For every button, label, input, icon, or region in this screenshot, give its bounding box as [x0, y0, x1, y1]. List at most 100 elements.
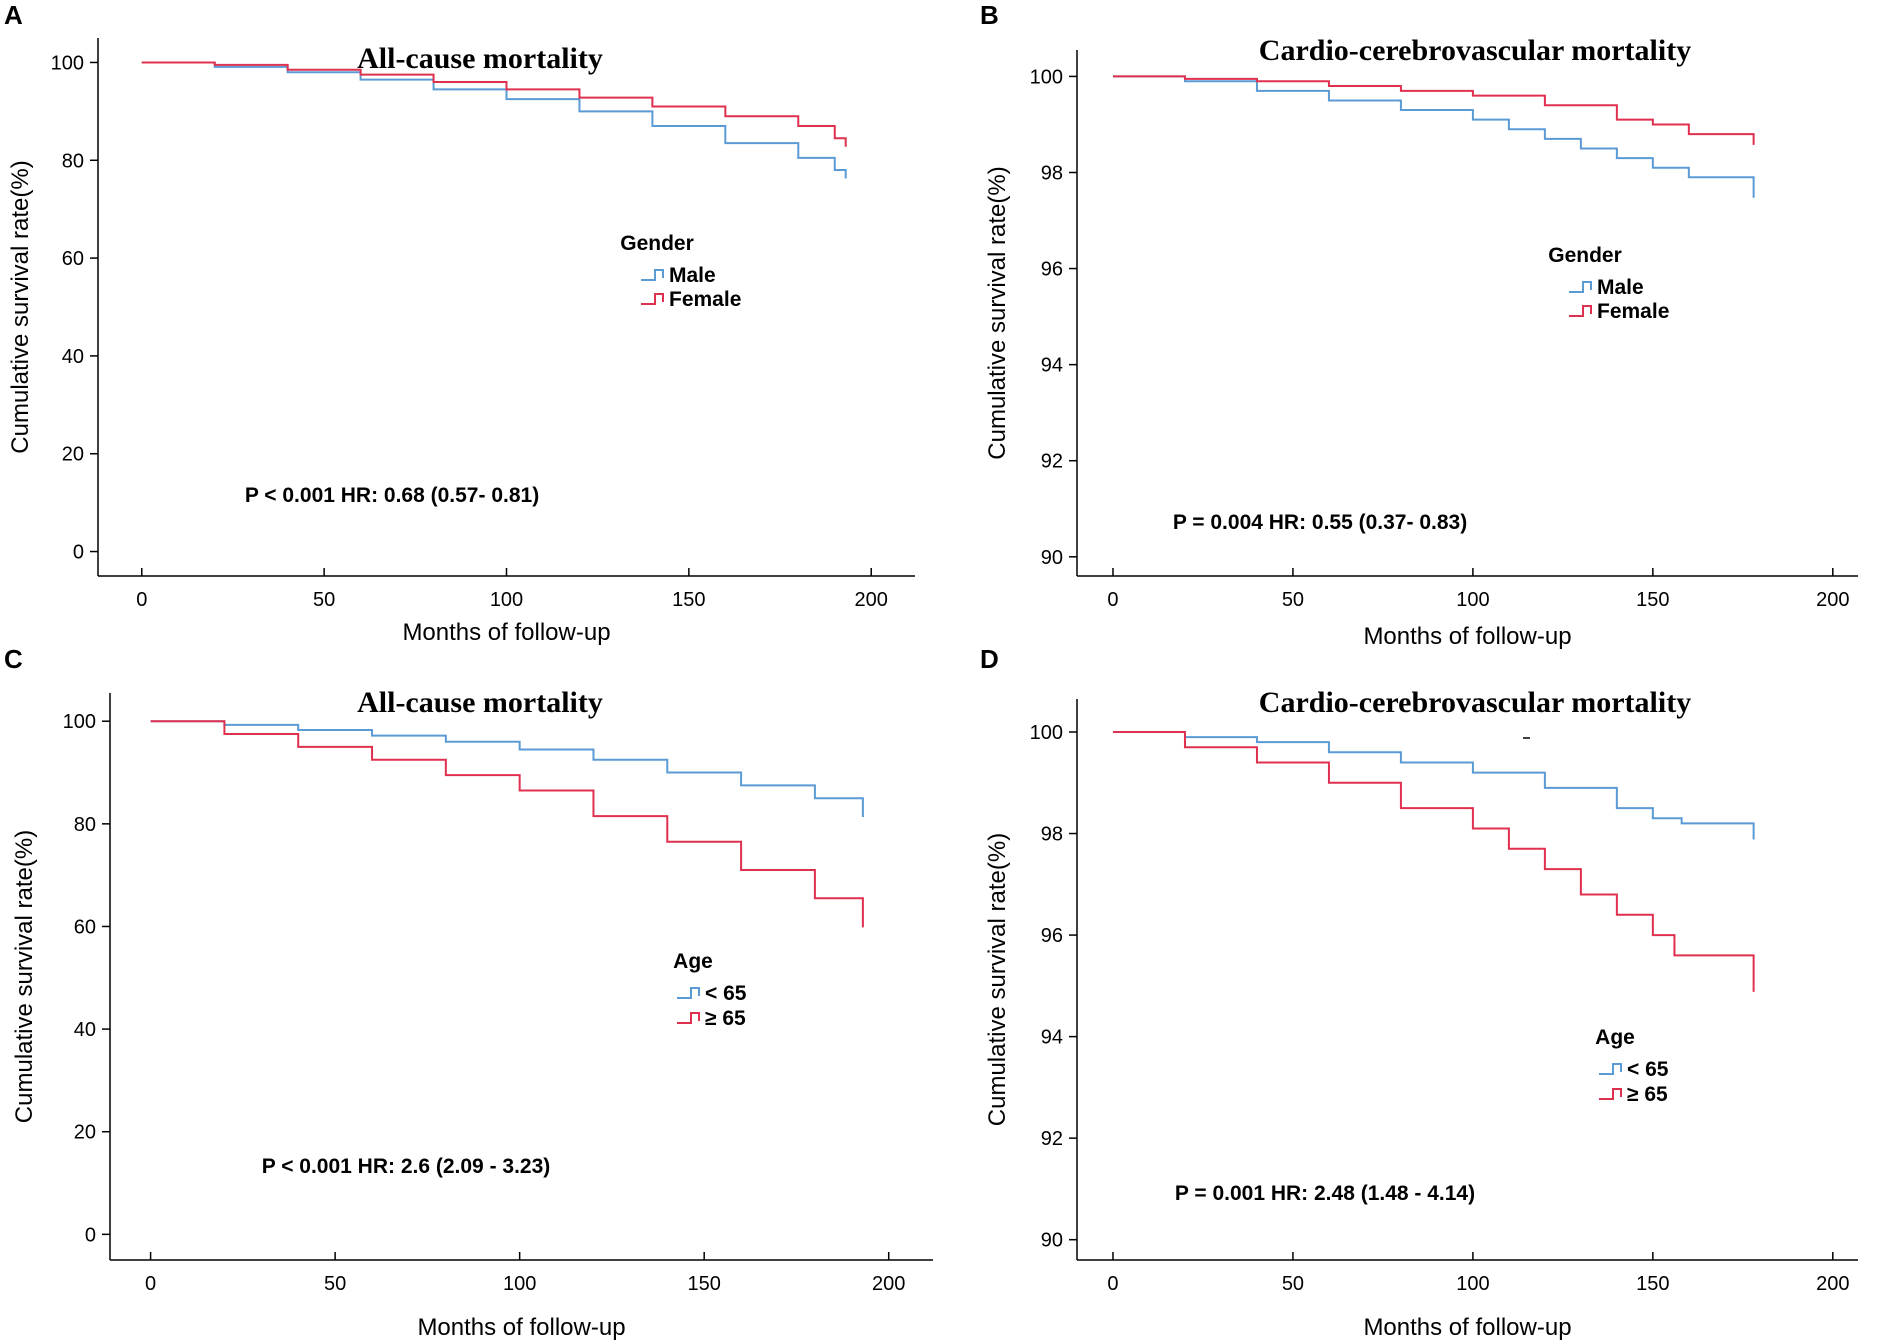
x-tick-label: 150: [1636, 589, 1669, 611]
chart-title: Cardio-cerebrovascular mortality: [1259, 34, 1691, 67]
y-axis-label: Cumulative survival rate(%): [984, 166, 1011, 459]
x-tick-label: 50: [324, 1273, 346, 1295]
legend-label: Female: [1597, 300, 1669, 323]
y-tick-label: 0: [73, 542, 84, 564]
y-tick-label: 94: [1041, 1027, 1063, 1049]
panel-letter: D: [980, 644, 999, 674]
x-axis-label: Months of follow-up: [1363, 1314, 1571, 1341]
series-line-group-1: [150, 720, 864, 818]
x-tick-label: 0: [1107, 589, 1118, 611]
legend: Age < 65≥ 65: [673, 950, 747, 1030]
legend-label: ≥ 65: [1627, 1083, 1668, 1106]
y-tick-label: 60: [74, 916, 96, 938]
x-tick-label: 200: [1816, 589, 1849, 611]
y-tick-label: 20: [62, 444, 84, 466]
legend-swatch: [1569, 305, 1592, 317]
x-tick-label: 150: [687, 1273, 720, 1295]
legend-title: Gender: [1548, 244, 1622, 267]
legend-swatch: [1569, 281, 1592, 293]
legend-label: ≥ 65: [705, 1007, 746, 1030]
legend: Age < 65≥ 65: [1595, 1026, 1669, 1106]
y-tick-label: 60: [62, 248, 84, 270]
series-line-group-1: [141, 61, 847, 179]
legend-swatch: [641, 293, 664, 305]
x-tick-label: 200: [872, 1273, 905, 1295]
series-line-group-2: [141, 61, 847, 147]
panel-a: A 0 20 40 60 80 100 0 50 100 150 200 Months of follo…: [4, 0, 915, 646]
legend-swatch: [1599, 1088, 1622, 1100]
x-tick-label: 0: [1107, 1273, 1118, 1295]
legend-title: Age: [673, 950, 713, 973]
x-tick-label: 0: [145, 1273, 156, 1295]
statistics-annotation: P = 0.004 HR: 0.55 (0.37- 0.83): [1173, 511, 1467, 534]
legend-label: < 65: [705, 982, 747, 1005]
x-tick-label: 50: [313, 589, 335, 611]
panel-letter: C: [4, 644, 23, 674]
legend-label: Female: [669, 288, 741, 311]
panel-d: D 90 92 94 96 98 100 0 50 100 150 200 Months of foll…: [980, 644, 1858, 1341]
y-tick-label: 80: [62, 150, 84, 172]
x-tick-label: 200: [855, 589, 888, 611]
statistics-annotation: P = 0.001 HR: 2.48 (1.48 - 4.14): [1175, 1182, 1475, 1205]
legend-swatch: [677, 987, 700, 999]
y-tick-label: 100: [63, 711, 96, 733]
series-line-group-2: [1112, 731, 1755, 992]
y-tick-label: 0: [85, 1224, 96, 1246]
y-axis-label: Cumulative survival rate(%): [7, 160, 34, 453]
panel-b: B 90 92 94 96 98 100 0 50 100 150 200 Months of foll…: [980, 0, 1858, 650]
y-tick-label: 90: [1041, 547, 1063, 569]
y-tick-label: 96: [1041, 925, 1063, 947]
y-tick-label: 92: [1041, 451, 1063, 473]
x-tick-label: 150: [1636, 1273, 1669, 1295]
y-tick-label: 20: [74, 1122, 96, 1144]
y-tick-label: 100: [1030, 66, 1063, 88]
panel-c: C 0 20 40 60 80 100 0 50 100 150 200 Months of follo…: [4, 644, 933, 1341]
x-tick-label: 200: [1816, 1273, 1849, 1295]
y-tick-label: 100: [51, 52, 84, 74]
x-tick-label: 150: [672, 589, 705, 611]
legend-label: Male: [669, 264, 716, 287]
x-tick-label: 100: [1456, 589, 1489, 611]
series-line-group-2: [1112, 75, 1755, 145]
y-tick-label: 98: [1041, 824, 1063, 846]
y-tick-label: 40: [74, 1019, 96, 1041]
legend-swatch: [641, 269, 664, 281]
statistics-annotation: P < 0.001 HR: 2.6 (2.09 - 3.23): [262, 1155, 551, 1178]
series-line-group-1: [1112, 731, 1755, 840]
chart-title: All-cause mortality: [357, 42, 603, 75]
y-tick-label: 90: [1041, 1230, 1063, 1252]
y-tick-label: 96: [1041, 259, 1063, 281]
legend-swatch: [1599, 1063, 1622, 1075]
x-tick-label: 0: [136, 589, 147, 611]
y-axis-label: Cumulative survival rate(%): [11, 830, 38, 1123]
x-tick-label: 50: [1282, 1273, 1304, 1295]
legend-label: Male: [1597, 276, 1644, 299]
y-tick-label: 92: [1041, 1128, 1063, 1150]
legend-title: Gender: [620, 232, 694, 255]
y-tick-label: 100: [1030, 722, 1063, 744]
legend-swatch: [677, 1012, 700, 1024]
panel-letter: A: [4, 0, 23, 30]
x-tick-label: 50: [1282, 589, 1304, 611]
x-tick-label: 100: [1456, 1273, 1489, 1295]
y-tick-label: 80: [74, 814, 96, 836]
y-axis-label: Cumulative survival rate(%): [984, 833, 1011, 1126]
x-tick-label: 100: [490, 589, 523, 611]
chart-title: Cardio-cerebrovascular mortality: [1259, 686, 1691, 719]
series-line-group-1: [1112, 75, 1755, 198]
x-tick-label: 100: [503, 1273, 536, 1295]
y-tick-label: 94: [1041, 355, 1063, 377]
legend-title: Age: [1595, 1026, 1635, 1049]
chart-title: All-cause mortality: [357, 686, 603, 719]
x-axis-label: Months of follow-up: [402, 619, 610, 646]
series-line-group-2: [150, 720, 864, 928]
statistics-annotation: P < 0.001 HR: 0.68 (0.57- 0.81): [245, 484, 539, 507]
y-tick-label: 40: [62, 346, 84, 368]
legend-label: < 65: [1627, 1058, 1669, 1081]
panel-letter: B: [980, 0, 999, 30]
x-axis-label: Months of follow-up: [1363, 623, 1571, 650]
x-axis-label: Months of follow-up: [417, 1314, 625, 1341]
